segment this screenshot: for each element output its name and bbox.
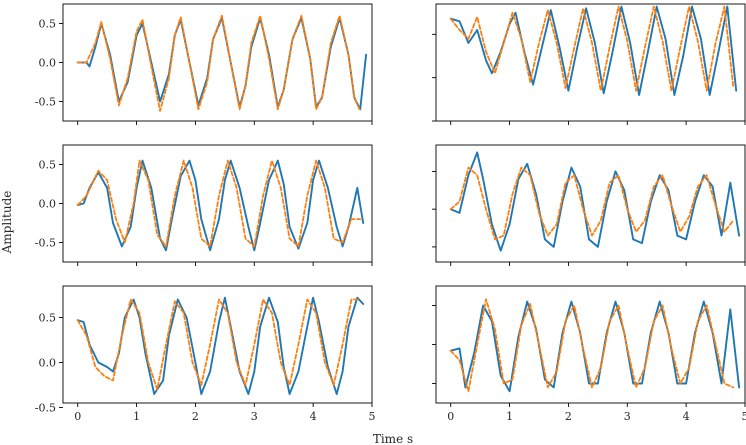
plot-frame: [435, 3, 746, 122]
series-line-solid: [449, 151, 741, 252]
x-tick-label: 5: [369, 410, 376, 423]
series-line-dashed: [449, 298, 735, 393]
x-tick-label: 2: [192, 410, 199, 423]
panel-row2-right: [432, 144, 746, 266]
series-line-dashed: [449, 5, 735, 92]
x-tick-label: 3: [624, 410, 631, 423]
panel-row3-left: 0 1 2 3 4 5 0.5 0.0 -0.5: [35, 285, 376, 423]
x-tick-label: 5: [742, 410, 746, 423]
x-axis-title: Time s: [373, 432, 413, 445]
y-tick-label: 0.5: [39, 18, 57, 31]
x-tick-label: 2: [565, 410, 572, 423]
plot-frame: [62, 3, 373, 122]
panel-row1-left: 0.5 0.0 -0.5: [35, 3, 373, 125]
y-tick-label: 0.5: [39, 159, 57, 172]
y-axis-title: Amplitude: [0, 191, 14, 255]
y-tick-label: 0.5: [39, 312, 57, 325]
panel-row1-right: [432, 3, 746, 125]
plot-frame: [62, 285, 373, 404]
series-line-dashed: [76, 14, 362, 112]
y-tick-label: 0.0: [39, 57, 57, 70]
series-line-dashed: [76, 159, 362, 248]
x-tick-label: 0: [74, 410, 81, 423]
y-tick-label: 0.0: [39, 357, 57, 370]
x-tick-label: 1: [133, 410, 140, 423]
plot-frame: [435, 285, 746, 404]
panel-row2-left: 0.5 0.0 -0.5: [35, 144, 373, 266]
y-tick-label: -0.5: [35, 237, 56, 250]
x-tick-label: 0: [447, 410, 454, 423]
y-tick-label: 0.0: [39, 198, 57, 211]
series-line-dashed: [76, 298, 362, 391]
x-tick-label: 1: [506, 410, 513, 423]
y-tick-label: -0.5: [35, 402, 56, 415]
plot-frame: [435, 144, 746, 263]
x-tick-label: 3: [251, 410, 258, 423]
series-line-solid: [449, 5, 738, 96]
panel-row3-right: 0 1 2 3 4 5: [432, 285, 746, 423]
series-line-solid: [449, 300, 741, 393]
y-tick-label: -0.5: [35, 96, 56, 109]
x-tick-label: 4: [683, 410, 690, 423]
series-line-dashed: [449, 166, 735, 241]
x-tick-label: 4: [310, 410, 317, 423]
